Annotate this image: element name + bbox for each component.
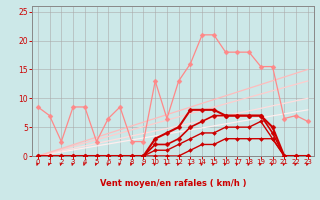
X-axis label: Vent moyen/en rafales ( km/h ): Vent moyen/en rafales ( km/h ) [100,179,246,188]
